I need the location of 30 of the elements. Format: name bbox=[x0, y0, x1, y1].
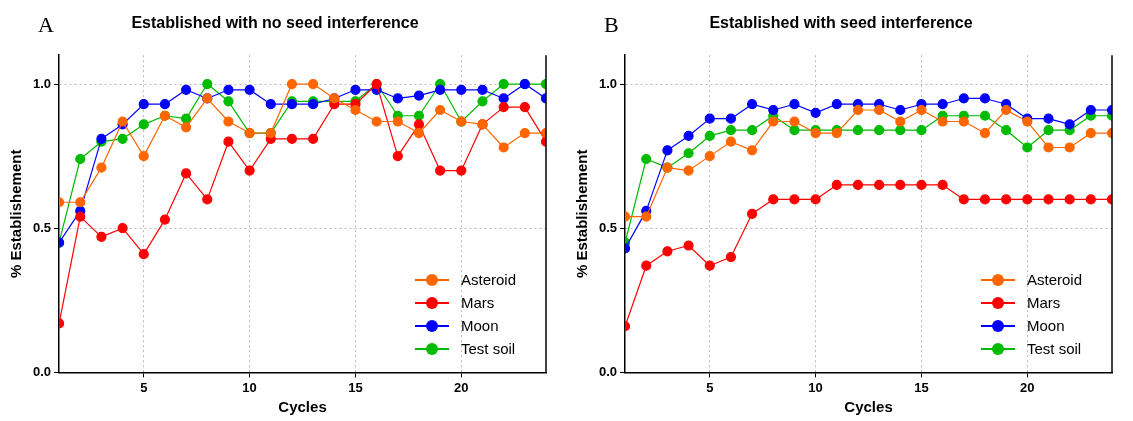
legend-label: Test soil bbox=[1027, 339, 1082, 360]
y-axis-title: % Establishement bbox=[7, 149, 25, 278]
x-axis-title: Cycles bbox=[278, 398, 327, 416]
legend-label: Moon bbox=[1027, 316, 1065, 337]
x-axis-title: Cycles bbox=[844, 398, 893, 416]
text: B bbox=[604, 12, 619, 38]
legend-label: Mars bbox=[1027, 293, 1061, 314]
x-tick-label: 15 bbox=[914, 379, 929, 395]
legend-label: Moon bbox=[461, 316, 499, 337]
y-tick-label: 0.5 bbox=[598, 219, 618, 235]
legend-label: Mars bbox=[461, 293, 495, 314]
x-tick-label: 5 bbox=[706, 379, 714, 395]
x-tick-label: 10 bbox=[242, 379, 257, 395]
x-tick-label: 20 bbox=[1020, 379, 1035, 395]
legend-label: Asteroid bbox=[461, 270, 517, 291]
text: A bbox=[38, 12, 54, 38]
legend-label: Asteroid bbox=[1027, 270, 1083, 291]
chart-title: Established with no seed interference bbox=[131, 14, 419, 32]
legend-label: Test soil bbox=[461, 339, 516, 360]
y-tick-label: 0.0 bbox=[32, 363, 52, 379]
y-tick-label: 0.5 bbox=[32, 219, 52, 235]
y-tick-label: 1.0 bbox=[32, 75, 52, 91]
y-tick-label: 0.0 bbox=[598, 363, 618, 379]
chart-title: Established with seed interference bbox=[709, 14, 973, 32]
y-axis-title: % Establishement bbox=[573, 149, 591, 278]
x-tick-label: 5 bbox=[140, 379, 148, 395]
x-tick-label: 20 bbox=[454, 379, 469, 395]
y-tick-label: 1.0 bbox=[598, 75, 618, 91]
x-tick-label: 15 bbox=[348, 379, 363, 395]
x-tick-label: 10 bbox=[808, 379, 823, 395]
